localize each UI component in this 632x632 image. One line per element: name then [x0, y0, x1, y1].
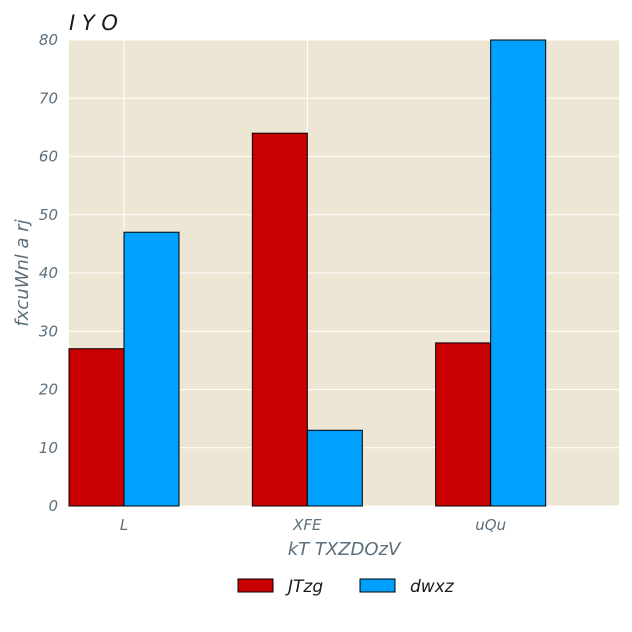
bar-dwxz-l [123, 231, 180, 507]
legend-swatch-jtzg [237, 578, 274, 593]
bar-dwxz-xfe [306, 429, 363, 507]
y-tick-label-50: 50 [39, 206, 58, 224]
bar-jtzg-uqu [435, 342, 492, 507]
y-tick-label-20: 20 [39, 381, 58, 399]
y-tick-label-60: 60 [39, 148, 58, 166]
legend-swatch-dwxz [359, 578, 396, 593]
x-tick-label-l: L [120, 516, 128, 534]
y-tick-label-30: 30 [39, 322, 58, 340]
y-tick-label-10: 10 [39, 439, 58, 457]
y-tick-label-80: 80 [39, 31, 58, 49]
chart-title: I Y O [69, 11, 118, 35]
bar-dwxz-uqu [490, 39, 547, 507]
y-tick-label-40: 40 [39, 264, 58, 282]
bars [68, 39, 547, 507]
bar-jtzg-xfe [251, 132, 308, 507]
x-tick-label-uqu: uQu [475, 516, 506, 534]
x-tick-labels: L XFE uQu [120, 516, 506, 534]
x-tick-label-xfe: XFE [292, 516, 322, 534]
y-tick-label-70: 70 [39, 89, 58, 107]
legend-label-dwxz: dwxz [410, 577, 455, 597]
legend: JTzg dwxz [237, 577, 455, 597]
y-axis-label: fxcuWnl a rj [12, 219, 33, 326]
y-tick-labels: 0 10 20 30 40 50 60 70 80 [39, 31, 58, 515]
x-axis-label: kT TXZDOzV [288, 539, 402, 560]
y-tick-label-0: 0 [48, 497, 58, 515]
legend-label-jtzg: JTzg [285, 577, 323, 597]
bar-jtzg-l [68, 348, 125, 507]
